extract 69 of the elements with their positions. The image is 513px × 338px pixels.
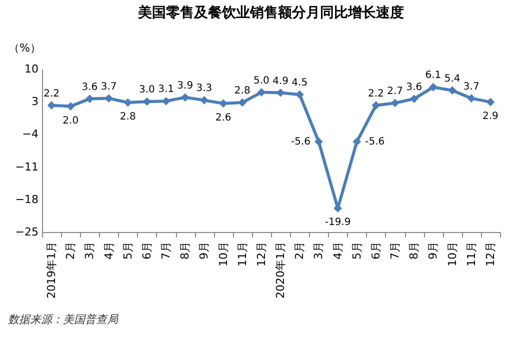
data-label: 3.6	[406, 82, 422, 93]
x-tick-label: 3月	[83, 242, 96, 260]
x-tick-label: 8月	[408, 242, 421, 260]
x-tick-label: 4月	[331, 242, 344, 260]
x-tick-label: 2020年1月	[274, 242, 288, 298]
data-label: -19.9	[324, 217, 351, 228]
point	[448, 86, 456, 95]
source-note: 数据来源：美国普查局	[8, 312, 118, 327]
x-tick-label: 4月	[102, 242, 116, 260]
point	[429, 82, 438, 92]
data-label: 4.5	[292, 78, 308, 89]
chart-title: 美国零售及餐饮业销售额分月同比增长速度	[137, 4, 404, 21]
x-tick-label: 9月	[426, 242, 440, 260]
data-label: 2.8	[234, 86, 250, 97]
x-tick-label: 11月	[464, 242, 478, 266]
data-label: 3.6	[82, 82, 98, 93]
x-tick-label: 11月	[236, 242, 249, 266]
data-label: 3.7	[100, 81, 117, 92]
data-label: 2.7	[387, 86, 403, 97]
y-tick-label: 3	[32, 95, 38, 108]
point	[410, 94, 418, 103]
point	[467, 94, 476, 103]
x-tick-label: 12月	[484, 242, 497, 266]
data-label: 2.0	[62, 115, 79, 126]
point	[314, 137, 323, 146]
point	[180, 93, 190, 102]
x-tick-label: 7月	[160, 242, 173, 260]
data-label: -5.6	[290, 136, 310, 148]
data-label: 3.1	[158, 84, 174, 96]
data-label: 6.1	[425, 70, 442, 82]
y-tick-label: −18	[15, 192, 38, 206]
x-tick-label: 6月	[140, 242, 154, 260]
x-tick-label: 8月	[178, 242, 192, 260]
y-tick-label: −4	[22, 128, 38, 141]
x-tick-label: 6月	[369, 242, 382, 260]
point	[200, 96, 208, 104]
point	[238, 98, 247, 107]
data-label: -5.6	[365, 136, 385, 148]
point	[486, 98, 495, 106]
x-tick-label: 10月	[446, 242, 459, 266]
x-tick-label: 2019年1月	[45, 242, 58, 298]
y-tick-label: −11	[15, 160, 38, 174]
data-label: 5.0	[254, 75, 270, 86]
x-tick-label: 12月	[254, 242, 268, 266]
x-tick-label: 3月	[312, 242, 326, 260]
data-label: 2.8	[120, 112, 136, 123]
data-label: 4.9	[272, 76, 288, 87]
point	[86, 94, 94, 103]
data-label: 5.4	[444, 73, 460, 84]
y-axis-title: （%）	[8, 42, 41, 54]
data-label: 3.0	[139, 84, 155, 96]
data-label: 3.3	[196, 83, 212, 94]
y-tick-label: 10	[24, 62, 38, 76]
x-tick-label: 5月	[350, 242, 364, 260]
y-tick-label: −25	[15, 226, 38, 238]
data-label: 3.7	[463, 81, 480, 92]
data-label: 2.9	[482, 111, 498, 122]
data-label: 2.2	[44, 88, 60, 100]
data-label: 2.2	[368, 88, 384, 100]
point	[219, 99, 228, 108]
x-tick-label: 2月	[64, 242, 78, 260]
x-tick-label: 5月	[121, 242, 134, 260]
x-tick-label: 2月	[293, 242, 306, 260]
point	[352, 137, 362, 146]
x-tick-label: 9月	[198, 242, 211, 260]
data-label: 2.6	[215, 112, 232, 124]
x-tick-label: 10月	[216, 242, 230, 266]
data-label: 3.9	[177, 80, 194, 92]
x-tick-label: 7月	[388, 242, 402, 260]
